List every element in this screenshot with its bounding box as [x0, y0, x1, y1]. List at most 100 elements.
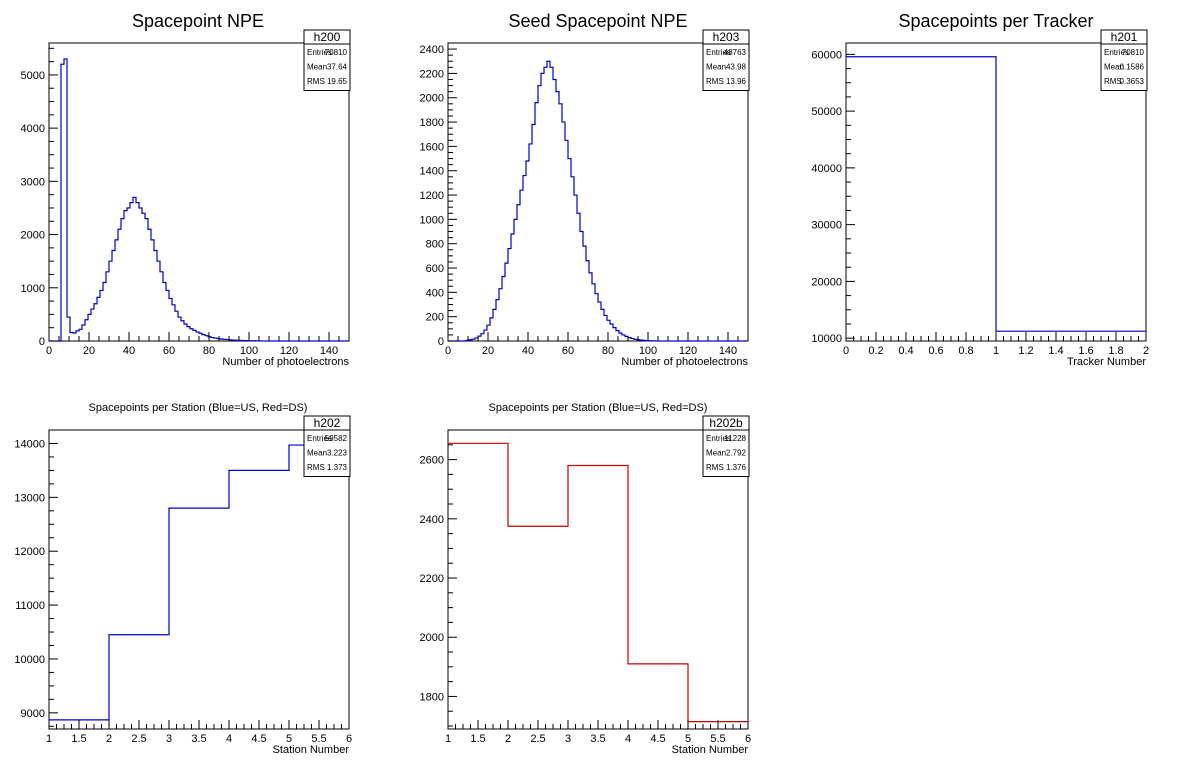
x-tick-label: 1.8: [1108, 345, 1123, 357]
x-tick-label: 1: [46, 733, 52, 745]
x-tick-label: 0.8: [958, 345, 973, 357]
stats-value: 0.3653: [1120, 77, 1145, 86]
stats-value: 70810: [1122, 48, 1145, 57]
histogram-pad-4: Spacepoints per Station (Blue=US, Red=DS…: [420, 402, 752, 756]
chart-title: Spacepoints per Station (Blue=US, Red=DS…: [89, 402, 308, 414]
stats-value: 37.64: [327, 63, 348, 72]
y-tick-label: 2600: [420, 455, 444, 467]
histogram-line: [448, 442, 748, 723]
stats-name: h202: [314, 416, 341, 430]
y-tick-label: 1800: [420, 691, 444, 703]
chart-title: Seed Spacepoint NPE: [508, 11, 687, 31]
y-tick-label: 0: [39, 336, 45, 348]
x-tick-label: 0.4: [898, 345, 913, 357]
x-tick-label: 5: [685, 733, 691, 745]
y-tick-label: 10000: [14, 654, 45, 666]
x-tick-label: 100: [240, 345, 258, 357]
y-tick-label: 0: [438, 336, 444, 348]
y-tick-label: 800: [426, 239, 444, 251]
x-tick-label: 40: [123, 345, 135, 357]
y-tick-label: 3000: [21, 176, 45, 188]
x-tick-label: 1: [445, 733, 451, 745]
x-tick-label: 5.5: [311, 733, 326, 745]
x-tick-label: 20: [482, 345, 494, 357]
x-tick-label: 1.2: [1018, 345, 1033, 357]
stats-label: Mean: [307, 63, 327, 72]
x-tick-label: 4.5: [650, 733, 665, 745]
stats-box: [1100, 29, 1148, 91]
y-tick-label: 20000: [811, 276, 842, 288]
y-tick-label: 12000: [14, 546, 45, 558]
stats-label: Entries: [1104, 48, 1129, 57]
stats-name: h201: [1111, 30, 1138, 44]
x-tick-label: 2.5: [530, 733, 545, 745]
x-axis-label: Number of photoelectrons: [222, 356, 349, 368]
x-tick-label: 4.5: [251, 733, 266, 745]
y-tick-label: 2000: [420, 93, 444, 105]
x-tick-label: 0: [445, 345, 451, 357]
stats-label: Mean: [307, 449, 327, 458]
y-tick-label: 200: [426, 312, 444, 324]
y-tick-label: 1400: [420, 166, 444, 178]
x-tick-label: 3: [565, 733, 571, 745]
y-tick-label: 4000: [21, 123, 45, 135]
x-tick-label: 3.5: [590, 733, 605, 745]
x-tick-label: 3: [166, 733, 172, 745]
y-tick-label: 5000: [21, 70, 45, 82]
stats-value: 1.376: [726, 463, 747, 472]
x-axis-label: Tracker Number: [1067, 356, 1146, 368]
stats-label: RMS: [307, 463, 325, 472]
x-tick-label: 1.5: [470, 733, 485, 745]
stats-value: 1.373: [327, 463, 348, 472]
stats-label: RMS: [1104, 77, 1122, 86]
x-tick-label: 80: [203, 345, 215, 357]
stats-value: 43.98: [726, 63, 747, 72]
stats-box: [702, 29, 750, 91]
stats-label: Mean: [706, 449, 726, 458]
stats-value: 0.1586: [1120, 63, 1145, 72]
stats-value: 59582: [325, 434, 348, 443]
x-tick-label: 2.5: [131, 733, 146, 745]
stats-label: RMS: [706, 77, 724, 86]
stats-label: Mean: [706, 63, 726, 72]
y-tick-label: 1000: [21, 283, 45, 295]
x-tick-label: 80: [602, 345, 614, 357]
histogram-pad-0: Spacepoint NPE 0 20 40 60 80 100 120 140 0 1000 200…: [21, 11, 351, 368]
y-tick-label: 10000: [811, 333, 842, 345]
histogram-pad-3: Spacepoints per Station (Blue=US, Red=DS…: [14, 402, 352, 756]
x-tick-label: 120: [679, 345, 697, 357]
y-tick-label: 600: [426, 263, 444, 275]
x-tick-label: 5.5: [710, 733, 725, 745]
x-tick-label: 140: [320, 345, 338, 357]
x-tick-label: 6: [745, 733, 751, 745]
stats-value: 3.223: [327, 449, 348, 458]
y-tick-label: 40000: [811, 163, 842, 175]
chart-title: Spacepoint NPE: [132, 11, 264, 31]
stats-value: 2.792: [726, 449, 747, 458]
x-tick-label: 120: [280, 345, 298, 357]
x-tick-label: 5: [286, 733, 292, 745]
x-tick-label: 140: [719, 345, 737, 357]
y-tick-label: 2000: [420, 632, 444, 644]
stats-label: Entries: [307, 434, 332, 443]
stats-label: RMS: [307, 77, 325, 86]
x-axis-label: Number of photoelectrons: [621, 356, 748, 368]
x-tick-label: 1.4: [1048, 345, 1063, 357]
histogram-line: [49, 58, 349, 342]
x-tick-label: 1: [993, 345, 999, 357]
stats-box: [702, 415, 750, 477]
y-tick-label: 30000: [811, 220, 842, 232]
y-tick-label: 60000: [811, 49, 842, 61]
histogram-line: [846, 56, 1146, 332]
y-tick-label: 1600: [420, 141, 444, 153]
y-tick-label: 2400: [420, 514, 444, 526]
x-tick-label: 2: [1143, 345, 1149, 357]
y-tick-label: 11000: [15, 600, 45, 612]
stats-name: h200: [314, 30, 341, 44]
x-tick-label: 2: [106, 733, 112, 745]
y-tick-label: 2200: [420, 68, 444, 80]
stats-value: 11228: [724, 434, 746, 443]
stats-label: Mean: [1104, 63, 1124, 72]
